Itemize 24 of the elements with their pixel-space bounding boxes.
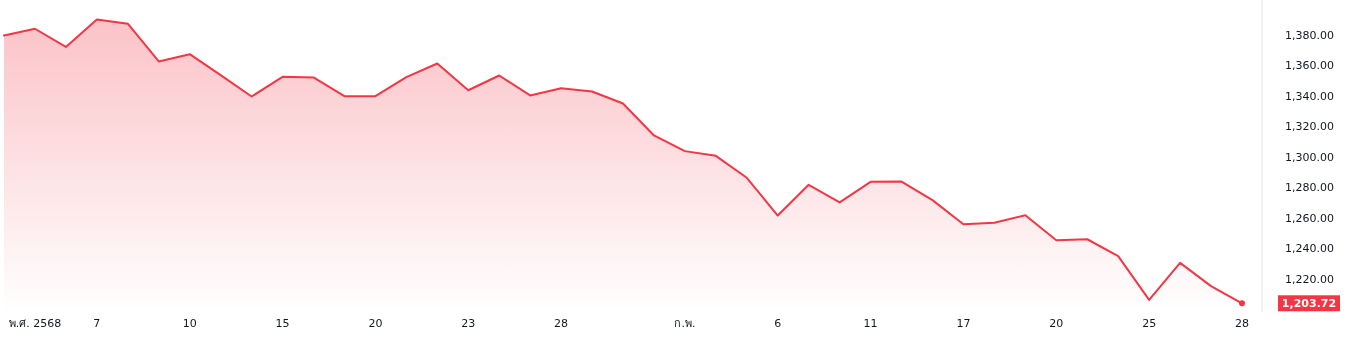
x-tick-label: พ.ศ. 2568 [8,317,62,330]
x-tick-label: 28 [554,317,569,330]
y-tick-label: 1,360.00 [1285,59,1334,73]
x-tick-label: 25 [1142,317,1157,330]
y-tick-label: 1,320.00 [1285,120,1334,134]
x-tick-label: 6 [774,317,782,330]
x-tick-label: 11 [863,317,878,330]
value-label: 1,203.72 [1278,295,1340,312]
y-tick-label: 1,260.00 [1285,211,1334,225]
x-tick-label: 28 [1235,317,1249,330]
y-tick-label: 1,280.00 [1285,181,1334,195]
y-tick-label: 1,380.00 [1285,29,1334,42]
x-tick-label: 20 [368,317,383,330]
x-tick-label: ก.พ. [674,317,696,330]
y-tick-label: 1,300.00 [1285,150,1334,164]
x-tick-label: 23 [461,317,476,330]
x-tick-label: 15 [275,317,290,330]
x-tick-label: 20 [1049,317,1064,330]
y-tick-label: 1,240.00 [1285,242,1334,256]
x-tick-label: 7 [93,317,101,330]
y-tick-label: 1,340.00 [1285,89,1334,103]
x-tick-label: 10 [182,317,197,330]
x-tick-label: 17 [956,317,971,330]
y-tick-label: 1,220.00 [1285,272,1334,286]
